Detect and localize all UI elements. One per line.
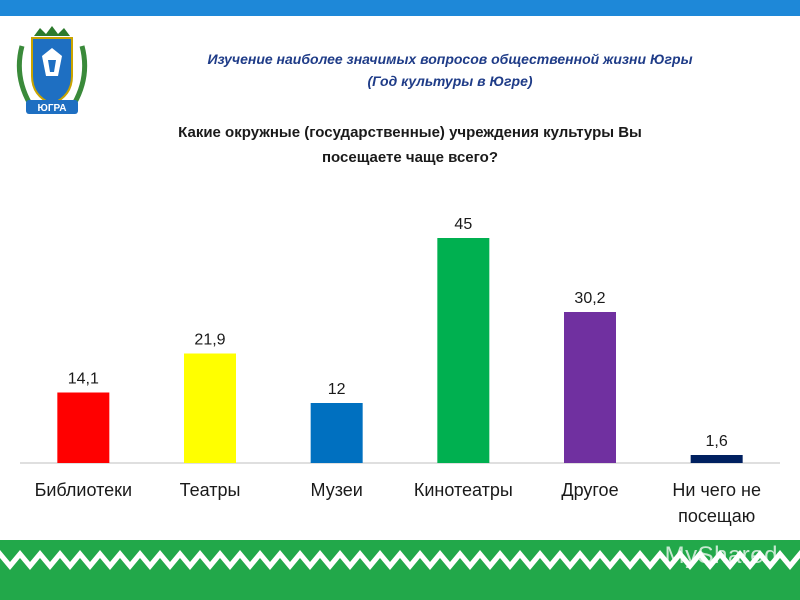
ornament-zigzag [350, 550, 390, 570]
bar [57, 392, 110, 463]
ornament-zigzag [0, 550, 30, 570]
data-label: 30,2 [574, 290, 605, 307]
ornament-zigzag [710, 550, 750, 570]
ornament-zigzag [590, 550, 630, 570]
ornament-zigzag [550, 550, 590, 570]
bar [310, 403, 363, 463]
ornament-zigzag [470, 550, 510, 570]
bar [564, 312, 616, 463]
category-label: Театры [180, 480, 241, 500]
ornament-zigzag [390, 550, 430, 570]
data-label: 21,9 [194, 332, 225, 349]
ornament-zigzag [310, 550, 350, 570]
watermark: MyShared [664, 542, 778, 569]
ornament-zigzag [30, 550, 70, 570]
category-label: Другое [561, 480, 618, 500]
bar [437, 238, 490, 463]
category-label: посещаю [678, 506, 755, 526]
category-label: Ни чего не [672, 480, 761, 500]
ornament-zigzag [270, 550, 310, 570]
ornament-band [0, 540, 800, 600]
survey-question-line2: посещаете чаще всего? [321, 149, 498, 166]
ornament-zigzag [190, 550, 230, 570]
emblem-label: ЮГРА [38, 103, 67, 114]
category-label: Кинотеатры [414, 480, 513, 500]
bar [184, 353, 236, 463]
ornament-zigzag [230, 550, 270, 570]
ornament-zigzag [150, 550, 190, 570]
header-title-line2: (Год культуры в Югре) [367, 73, 533, 89]
coat-of-arms-icon: ЮГРА [16, 26, 88, 114]
header-title-line1: Изучение наиболее значимых вопросов обще… [207, 51, 693, 67]
bar [690, 455, 743, 463]
survey-question: Какие окружные (государственные) учрежде… [100, 120, 720, 170]
data-label: 12 [328, 381, 346, 398]
category-label: Музеи [311, 480, 363, 500]
top-bar [0, 0, 800, 16]
survey-question-line1: Какие окружные (государственные) учрежде… [178, 124, 642, 141]
ornament-zigzag [70, 550, 110, 570]
ornament-zigzag [510, 550, 550, 570]
ornament-zigzag [110, 550, 150, 570]
data-label: 14,1 [68, 371, 99, 388]
ornament-zigzag [430, 550, 470, 570]
data-label: 45 [454, 216, 472, 233]
ornament-zigzag [670, 550, 710, 570]
ornament-zigzag [630, 550, 670, 570]
category-label: Библиотеки [35, 480, 133, 500]
ornament-zigzag [790, 550, 800, 570]
header-title: Изучение наиболее значимых вопросов обще… [120, 48, 780, 92]
data-label: 1,6 [706, 433, 728, 450]
ornament-zigzag [750, 550, 790, 570]
bar-chart: 14,1 Библиотеки 21,9 Театры 12 Музеи 45 Кинотеа… [20, 216, 780, 526]
